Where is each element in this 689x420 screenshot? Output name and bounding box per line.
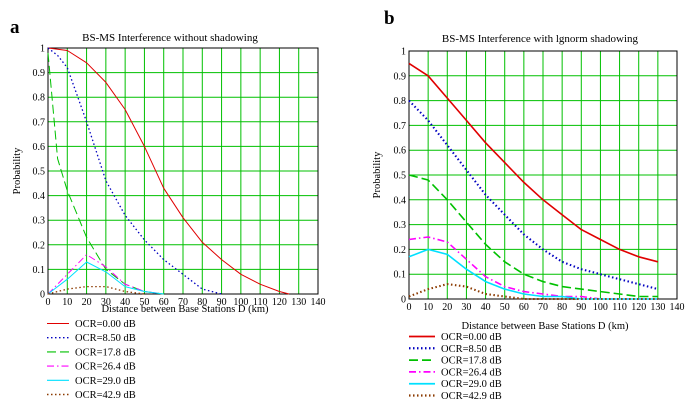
legend-label: OCR=17.8 dB <box>441 356 502 367</box>
x-tick-label: 0 <box>407 302 412 313</box>
x-tick-label: 120 <box>631 302 646 313</box>
series-line-5 <box>47 261 164 295</box>
panel-letter: a <box>10 17 20 38</box>
x-tick-label: 20 <box>82 297 92 308</box>
series-line-1 <box>408 62 659 263</box>
grid <box>408 50 678 300</box>
legend-label: OCR=8.50 dB <box>441 344 502 355</box>
y-tick-label: 0.1 <box>33 265 46 276</box>
y-tick-label: 0.4 <box>394 195 407 206</box>
y-tick-label: 0.9 <box>33 68 46 79</box>
y-tick-label: 0.4 <box>33 191 46 202</box>
series-line-3 <box>408 174 658 298</box>
x-tick-label: 10 <box>62 297 72 308</box>
x-tick-label: 140 <box>670 302 685 313</box>
legend-label: OCR=29.0 dB <box>75 376 136 387</box>
legend-label: OCR=26.4 dB <box>75 362 136 373</box>
legend: OCR=0.00 dB OCR=8.50 dB OCR=17.8 dB OCR=26.… <box>47 319 136 401</box>
legend-label: OCR=0.00 dB <box>75 319 136 330</box>
y-tick-label: 0.7 <box>33 117 46 128</box>
chart-title: BS-MS Interference without shadowing <box>82 32 258 44</box>
x-tick-label: 90 <box>576 302 586 313</box>
x-tick-label: 130 <box>291 297 306 308</box>
x-tick-label: 80 <box>197 297 207 308</box>
x-tick-label: 90 <box>217 297 227 308</box>
y-tick-label: 0.3 <box>394 220 407 231</box>
x-tick-label: 0 <box>46 297 51 308</box>
x-tick-label: 50 <box>500 302 510 313</box>
y-tick-label: 0 <box>401 295 406 306</box>
x-tick-label: 20 <box>442 302 452 313</box>
x-axis-label: Distance between Base Stations D (km) <box>101 304 269 315</box>
series-line-6 <box>47 285 145 295</box>
y-tick-label: 0.2 <box>394 245 407 256</box>
legend-label: OCR=42.9 dB <box>75 390 136 401</box>
x-tick-label: 100 <box>593 302 608 313</box>
series-line-5 <box>408 248 658 300</box>
series-line-3 <box>47 52 164 295</box>
x-tick-label: 140 <box>311 297 326 308</box>
y-tick-label: 0.9 <box>394 71 407 82</box>
y-tick-label: 0.3 <box>33 216 46 227</box>
legend-label: OCR=17.8 dB <box>75 347 136 358</box>
y-tick-label: 0 <box>40 290 45 301</box>
x-tick-label: 80 <box>557 302 567 313</box>
x-tick-label: 30 <box>101 297 111 308</box>
plot-frame <box>47 47 319 295</box>
y-tick-label: 0.7 <box>394 121 407 132</box>
x-tick-label: 40 <box>481 302 491 313</box>
series-line-1 <box>47 47 290 295</box>
y-tick-label: 0.5 <box>33 167 46 178</box>
x-tick-label: 70 <box>178 297 188 308</box>
y-tick-label: 0.5 <box>394 171 407 182</box>
x-tick-label: 130 <box>650 302 665 313</box>
series-line-6 <box>408 283 658 301</box>
chart-title: BS-MS Interference with lgnorm shadowing <box>442 33 639 45</box>
series-line-4 <box>408 236 658 300</box>
x-tick-label: 60 <box>519 302 529 313</box>
x-tick-label: 70 <box>538 302 548 313</box>
x-tick-label: 60 <box>159 297 169 308</box>
x-tick-label: 30 <box>461 302 471 313</box>
y-tick-label: 0.6 <box>394 146 407 157</box>
x-axis-label: Distance between Base Stations D (km) <box>461 321 629 332</box>
x-tick-label: 100 <box>233 297 248 308</box>
x-tick-label: 40 <box>120 297 130 308</box>
y-tick-label: 1 <box>401 47 406 58</box>
y-tick-label: 1 <box>40 44 45 55</box>
chart-panel-b: b BS-MS Interference with lgnorm shadowin… <box>372 8 685 402</box>
y-tick-label: 0.2 <box>33 240 46 251</box>
x-tick-label: 10 <box>423 302 433 313</box>
x-tick-label: 110 <box>612 302 627 313</box>
legend-label: OCR=42.9 dB <box>441 391 502 402</box>
series-line-4 <box>47 254 164 295</box>
legend-label: OCR=29.0 dB <box>441 379 502 390</box>
grid <box>47 47 319 295</box>
y-axis-label: Probability <box>12 147 23 194</box>
y-axis-label: Probability <box>372 151 383 198</box>
y-tick-label: 0.1 <box>394 270 407 281</box>
x-tick-label: 50 <box>139 297 149 308</box>
legend-label: OCR=0.00 dB <box>441 332 502 343</box>
x-tick-label: 120 <box>272 297 287 308</box>
legend-label: OCR=8.50 dB <box>75 333 136 344</box>
x-tick-label: 110 <box>253 297 268 308</box>
legend-label: OCR=26.4 dB <box>441 367 502 378</box>
series-line-2 <box>408 99 659 291</box>
y-tick-label: 0.6 <box>33 142 46 153</box>
panel-letter: b <box>384 8 395 29</box>
y-tick-label: 0.8 <box>33 93 46 104</box>
y-tick-label: 0.8 <box>394 96 407 107</box>
